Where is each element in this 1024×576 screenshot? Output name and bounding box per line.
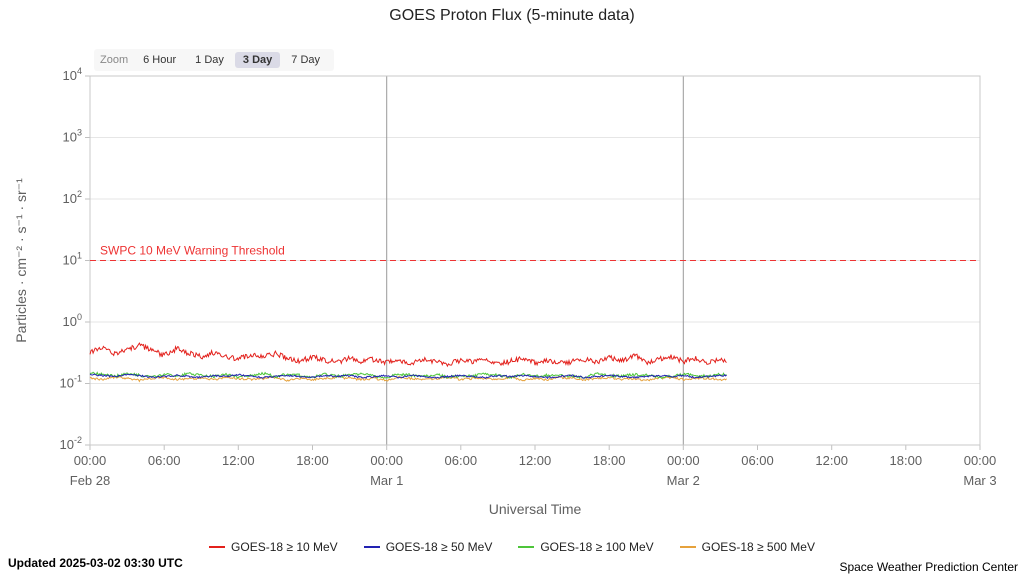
x-tick-label: 06:00 [445, 453, 478, 468]
legend-swatch [209, 546, 226, 548]
x-tick-label: 12:00 [519, 453, 552, 468]
x-tick-label: 18:00 [296, 453, 329, 468]
legend-item-goes-18-500-mev[interactable]: GOES-18 ≥ 500 MeV [679, 540, 815, 554]
series-goes-18-10-mev [89, 342, 727, 368]
x-tick-label: 12:00 [222, 453, 255, 468]
legend-swatch [363, 546, 380, 548]
y-tick-label: 104 [63, 66, 82, 83]
y-tick-label: 102 [63, 189, 82, 206]
legend-item-goes-18-10-mev[interactable]: GOES-18 ≥ 10 MeV [209, 540, 338, 554]
x-tick-label: 18:00 [593, 453, 626, 468]
x-tick-label: 18:00 [890, 453, 923, 468]
y-tick-label: 103 [63, 128, 82, 145]
zoom-button-6-hour[interactable]: 6 Hour [143, 54, 177, 66]
legend-swatch [679, 546, 696, 548]
x-axis-label: Universal Time [488, 501, 582, 517]
y-tick-label: 101 [63, 251, 82, 268]
x-date-label: Mar 3 [963, 473, 996, 488]
x-tick-label: 06:00 [741, 453, 774, 468]
x-tick-label: 12:00 [815, 453, 848, 468]
zoom-button-1-day[interactable]: 1 Day [195, 54, 224, 66]
legend-label: GOES-18 ≥ 50 MeV [385, 540, 493, 554]
series-goes-18-100-mev [89, 371, 727, 380]
legend-item-goes-18-50-mev[interactable]: GOES-18 ≥ 50 MeV [363, 540, 493, 554]
x-tick-label: 00:00 [964, 453, 997, 468]
x-date-label: Feb 28 [70, 473, 110, 488]
y-axis-title: Particles · cm⁻² · s⁻¹ · sr⁻¹ [13, 178, 29, 343]
chart-title: GOES Proton Flux (5-minute data) [389, 7, 635, 24]
x-date-label: Mar 2 [667, 473, 700, 488]
legend-item-goes-18-100-mev[interactable]: GOES-18 ≥ 100 MeV [518, 540, 654, 554]
legend-label: GOES-18 ≥ 100 MeV [540, 540, 654, 554]
x-date-label: Mar 1 [370, 473, 403, 488]
series-goes-18-50-mev [89, 373, 727, 380]
legend-swatch [518, 546, 535, 548]
zoom-controls: Zoom 6 Hour 1 Day 3 Day 7 Day [94, 49, 335, 71]
x-tick-label: 00:00 [74, 453, 107, 468]
zoom-label: Zoom [100, 54, 129, 66]
x-tick-label: 06:00 [148, 453, 181, 468]
threshold-label: SWPC 10 MeV Warning Threshold [100, 244, 285, 258]
zoom-button-3-day[interactable]: 3 Day [234, 52, 281, 68]
y-tick-label: 100 [63, 312, 82, 329]
updated-timestamp: Updated 2025-03-02 03:30 UTC [8, 556, 183, 570]
legend-label: GOES-18 ≥ 500 MeV [701, 540, 815, 554]
series-goes-18-500-mev [89, 375, 727, 383]
zoom-button-7-day[interactable]: 7 Day [291, 54, 321, 66]
legend-label: GOES-18 ≥ 10 MeV [231, 540, 338, 554]
x-tick-label: 00:00 [370, 453, 403, 468]
y-tick-label: 10-2 [60, 435, 82, 452]
legend: GOES-18 ≥ 10 MeV GOES-18 ≥ 50 MeV GOES-18 … [0, 540, 1024, 554]
x-tick-label: 00:00 [667, 453, 700, 468]
credit-text: Space Weather Prediction Center [839, 560, 1018, 574]
y-tick-label: 10-1 [60, 374, 82, 391]
proton-flux-chart: 10-2 10-1 100 101 102 103 104 00:00 Feb 28 06:00 1… [13, 66, 997, 488]
